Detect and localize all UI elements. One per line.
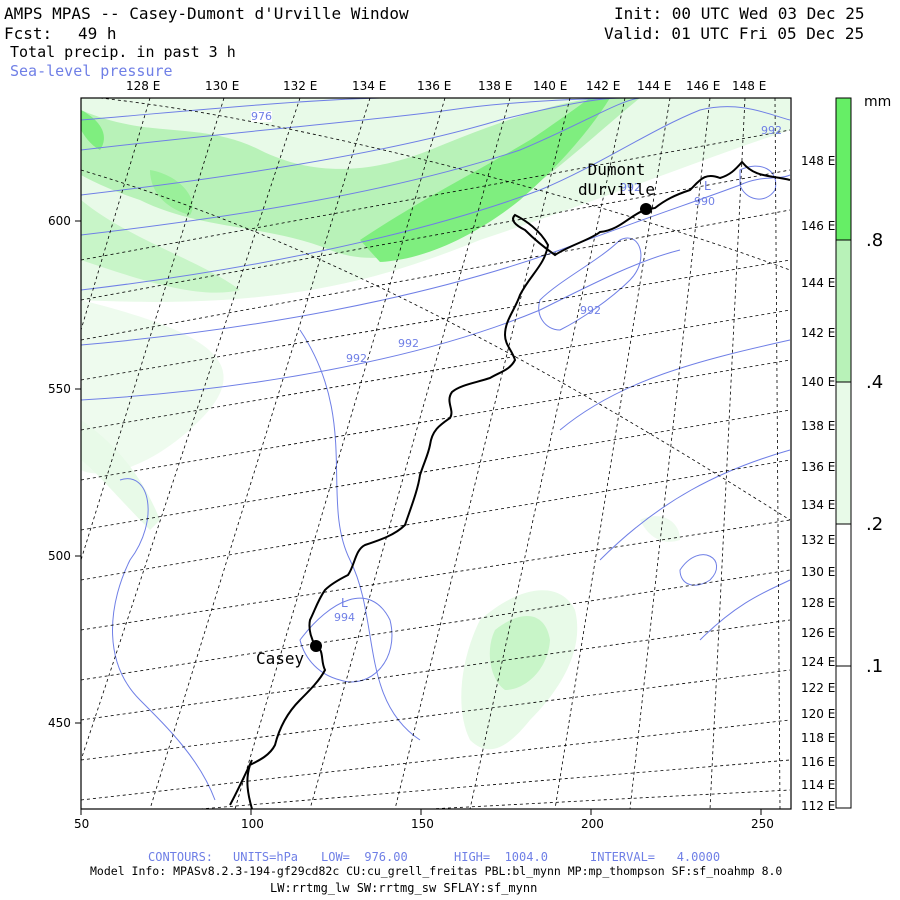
lon-label: 142 E (586, 79, 621, 93)
lon-label: 144 E (637, 79, 672, 93)
field-slp-label: Sea-level pressure (10, 62, 173, 80)
x-tick-label: 150 (411, 817, 434, 831)
lon-label: 136 E (417, 79, 452, 93)
y-tick-label: 450 (48, 716, 71, 730)
x-tick-label: 100 (241, 817, 264, 831)
right-lon-label: 114 E (801, 778, 836, 792)
right-lon-label: 130 E (801, 565, 836, 579)
y-tick-label: 550 (48, 382, 71, 396)
x-tick-label: 50 (74, 817, 90, 831)
model-info-line-2: LW:rrtmg_lw SW:rrtmg_sw SFLAY:sf_mynn (270, 881, 538, 895)
contours-low: LOW= 976.00 (321, 850, 408, 864)
lon-label: 146 E (686, 79, 721, 93)
contour-label: 992 (346, 352, 367, 365)
colorbar-level-label: .8 (866, 230, 884, 251)
dumont-station-label: Dumont dUrville (578, 160, 656, 199)
casey-station-marker (310, 640, 322, 652)
valid-time: Valid: 01 UTC Fri 05 Dec 25 (604, 24, 865, 43)
colorbar-level-label: .1 (866, 656, 884, 677)
contours-high: HIGH= 1004.0 (454, 850, 548, 864)
right-lon-label: 132 E (801, 533, 836, 547)
right-lon-label: 120 E (801, 707, 836, 721)
forecast-hour: 49 h (78, 24, 117, 43)
right-lon-label: 140 E (801, 375, 836, 389)
right-lon-label: 142 E (801, 326, 836, 340)
lon-label: 128 E (126, 79, 161, 93)
contour-label: 992 (761, 124, 782, 137)
lon-label: 132 E (283, 79, 318, 93)
precip-shading (81, 98, 790, 750)
init-time: Init: 00 UTC Wed 03 Dec 25 (614, 4, 865, 23)
contour-label: 992 (580, 304, 601, 317)
dumont-station-marker (640, 203, 652, 215)
right-lon-label: 134 E (801, 498, 836, 512)
lon-label: 130 E (205, 79, 240, 93)
right-lon-label: 148 E (801, 154, 836, 168)
right-lon-label: 138 E (801, 419, 836, 433)
right-lon-label: 128 E (801, 596, 836, 610)
low-pressure-marker: L (341, 596, 348, 610)
contour-label: 990 (694, 195, 715, 208)
latlon-grid (81, 98, 791, 809)
contour-label: 976 (251, 110, 272, 123)
right-lon-label: 116 E (801, 755, 836, 769)
contours-interval: INTERVAL= 4.0000 (590, 850, 721, 864)
map-title: AMPS MPAS -- Casey-Dumont d'Urville Wind… (4, 4, 409, 23)
colorbar (835, 97, 852, 809)
contours-label: CONTOURS: (148, 850, 214, 864)
x-tick-label: 200 (581, 817, 604, 831)
field-precip-label: Total precip. in past 3 h (10, 43, 236, 61)
pressure-contours (81, 98, 791, 801)
casey-station-label: Casey (256, 649, 305, 668)
right-lon-label: 112 E (801, 799, 836, 813)
lon-label: 148 E (732, 79, 767, 93)
x-tick-label: 250 (751, 817, 774, 831)
lon-label: 134 E (352, 79, 387, 93)
right-lon-label: 136 E (801, 460, 836, 474)
right-lon-label: 144 E (801, 276, 836, 290)
right-lon-label: 122 E (801, 681, 836, 695)
contour-label: 992 (620, 181, 641, 194)
right-lon-label: 126 E (801, 626, 836, 640)
low-pressure-marker: L (704, 179, 711, 193)
lon-label: 138 E (478, 79, 513, 93)
axis-ticks (75, 220, 762, 815)
right-lon-label: 146 E (801, 219, 836, 233)
contour-label: 994 (334, 611, 355, 624)
contours-units: UNITS=hPa (233, 850, 299, 864)
forecast-label: Fcst: (4, 24, 53, 43)
colorbar-unit: mm (864, 94, 892, 110)
right-lon-label: 118 E (801, 731, 836, 745)
lon-label: 140 E (533, 79, 568, 93)
y-tick-label: 500 (48, 549, 71, 563)
map-frame (80, 97, 792, 810)
contour-label: 992 (398, 337, 419, 350)
colorbar-level-label: .2 (866, 514, 884, 535)
colorbar-level-label: .4 (866, 372, 884, 393)
model-info-line-1: Model Info: MPASv8.2.3-194-gf29cd82c CU:… (90, 864, 783, 878)
right-lon-label: 124 E (801, 655, 836, 669)
y-tick-label: 600 (48, 214, 71, 228)
